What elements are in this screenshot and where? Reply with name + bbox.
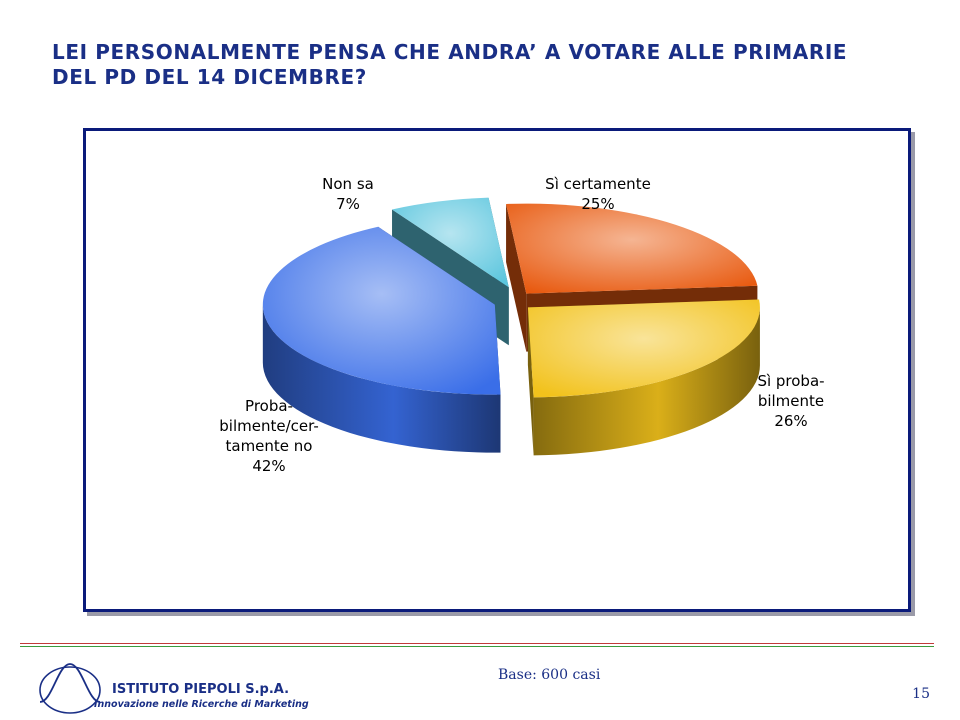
base-note: Base: 600 casi — [498, 667, 601, 683]
logo-curve-icon — [39, 663, 101, 714]
slide-title: LEI PERSONALMENTE PENSA CHE ANDRA’ A VOT… — [52, 40, 932, 90]
slide-title-line-2: DEL PD DEL 14 DICEMBRE? — [52, 65, 367, 89]
chart-frame: Sì certamente 25% Sì proba-bilmente 26% Prob… — [83, 128, 911, 612]
pie-label-si-probabilmente: Sì proba-bilmente 26% — [757, 372, 824, 430]
pie-slice-probabilmente-certamente-no — [262, 226, 501, 453]
pie-chart: Sì certamente 25% Sì proba-bilmente 26% Prob… — [219, 175, 824, 475]
pie-label-probabilmente-certamente-no: Proba-bilmente/cer-tamente no 42% — [219, 397, 318, 475]
slide-title-line-1: LEI PERSONALMENTE PENSA CHE ANDRA’ A VOT… — [52, 40, 848, 64]
company-logo: ISTITUTO PIEPOLI S.p.A. Innovazione nell… — [38, 660, 309, 716]
pie-label-si-certamente: Sì certamente 25% — [545, 175, 651, 213]
pie-label-non-sa: Non sa 7% — [322, 175, 374, 213]
logo-tagline: Innovazione nelle Ricerche di Marketing — [94, 699, 309, 710]
page-number: 15 — [912, 686, 930, 702]
pie-labels: Sì certamente 25% Sì proba-bilmente 26% Prob… — [219, 175, 824, 475]
pie-slice-si-probabilmente — [527, 299, 760, 456]
footer-divider — [20, 643, 934, 647]
pie-slices — [262, 197, 760, 456]
logo-name: ISTITUTO PIEPOLI S.p.A. — [112, 682, 290, 697]
